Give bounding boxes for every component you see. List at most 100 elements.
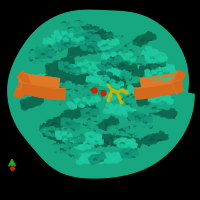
Polygon shape	[99, 88, 104, 91]
Ellipse shape	[119, 89, 125, 93]
Polygon shape	[119, 36, 123, 40]
Polygon shape	[63, 143, 69, 147]
Polygon shape	[123, 91, 129, 96]
Polygon shape	[132, 139, 138, 145]
Ellipse shape	[67, 115, 74, 119]
Polygon shape	[123, 143, 127, 148]
Polygon shape	[150, 54, 155, 57]
Ellipse shape	[97, 135, 102, 137]
Ellipse shape	[101, 68, 106, 70]
Ellipse shape	[141, 97, 148, 101]
Ellipse shape	[38, 81, 44, 85]
Polygon shape	[92, 68, 95, 73]
Ellipse shape	[106, 52, 113, 55]
Polygon shape	[101, 157, 107, 162]
Polygon shape	[91, 140, 97, 146]
Ellipse shape	[54, 75, 60, 78]
Ellipse shape	[125, 121, 132, 125]
Polygon shape	[73, 154, 78, 158]
Ellipse shape	[145, 69, 150, 72]
Ellipse shape	[108, 33, 113, 36]
Polygon shape	[104, 154, 110, 157]
Polygon shape	[74, 35, 76, 39]
Ellipse shape	[83, 27, 89, 30]
Ellipse shape	[75, 86, 81, 89]
Polygon shape	[168, 78, 172, 83]
Polygon shape	[132, 44, 137, 48]
Polygon shape	[31, 51, 37, 57]
Polygon shape	[144, 68, 149, 71]
Polygon shape	[67, 40, 71, 45]
Polygon shape	[99, 69, 104, 75]
Polygon shape	[88, 121, 94, 125]
Polygon shape	[93, 30, 98, 35]
Polygon shape	[31, 100, 37, 106]
Ellipse shape	[69, 140, 75, 144]
Polygon shape	[116, 136, 118, 141]
Ellipse shape	[155, 59, 160, 63]
Ellipse shape	[144, 67, 151, 71]
Polygon shape	[115, 40, 120, 44]
Ellipse shape	[135, 63, 142, 66]
Ellipse shape	[62, 31, 66, 34]
Ellipse shape	[60, 76, 65, 79]
Ellipse shape	[110, 157, 116, 161]
Polygon shape	[46, 52, 52, 56]
Ellipse shape	[121, 52, 127, 56]
Ellipse shape	[114, 85, 120, 88]
Ellipse shape	[58, 69, 64, 73]
Polygon shape	[86, 107, 91, 111]
Polygon shape	[145, 115, 150, 121]
Polygon shape	[163, 135, 168, 138]
Ellipse shape	[99, 159, 106, 163]
Polygon shape	[124, 58, 130, 64]
Polygon shape	[76, 67, 80, 71]
Polygon shape	[69, 110, 74, 114]
Polygon shape	[95, 48, 100, 52]
Polygon shape	[114, 39, 119, 45]
Polygon shape	[61, 100, 66, 105]
Polygon shape	[118, 139, 124, 145]
Ellipse shape	[48, 48, 53, 51]
Polygon shape	[75, 23, 80, 28]
Ellipse shape	[103, 110, 110, 113]
Polygon shape	[112, 107, 119, 113]
Polygon shape	[124, 53, 130, 57]
Ellipse shape	[89, 31, 94, 34]
Polygon shape	[151, 64, 156, 68]
Polygon shape	[66, 97, 72, 103]
Polygon shape	[141, 67, 146, 72]
Ellipse shape	[120, 80, 126, 83]
Polygon shape	[129, 56, 134, 61]
Polygon shape	[108, 58, 111, 63]
Polygon shape	[81, 146, 83, 151]
Polygon shape	[116, 59, 121, 64]
Polygon shape	[119, 38, 124, 43]
Polygon shape	[130, 99, 135, 104]
Ellipse shape	[88, 85, 93, 88]
Polygon shape	[155, 76, 158, 81]
Ellipse shape	[86, 49, 93, 53]
Ellipse shape	[107, 59, 113, 63]
Ellipse shape	[164, 112, 170, 116]
Ellipse shape	[58, 120, 65, 124]
Polygon shape	[60, 31, 65, 36]
Polygon shape	[107, 156, 113, 160]
Polygon shape	[111, 124, 117, 129]
Polygon shape	[60, 123, 66, 125]
Ellipse shape	[103, 120, 109, 124]
Ellipse shape	[106, 88, 111, 91]
Polygon shape	[166, 65, 172, 71]
Ellipse shape	[61, 123, 66, 126]
Polygon shape	[61, 65, 67, 67]
Ellipse shape	[123, 113, 130, 116]
Polygon shape	[124, 86, 130, 91]
Ellipse shape	[66, 117, 72, 121]
Polygon shape	[43, 39, 48, 43]
Ellipse shape	[64, 110, 71, 114]
Ellipse shape	[112, 83, 117, 86]
Polygon shape	[111, 34, 115, 37]
Polygon shape	[59, 76, 64, 81]
Ellipse shape	[54, 149, 60, 153]
Ellipse shape	[55, 84, 60, 87]
